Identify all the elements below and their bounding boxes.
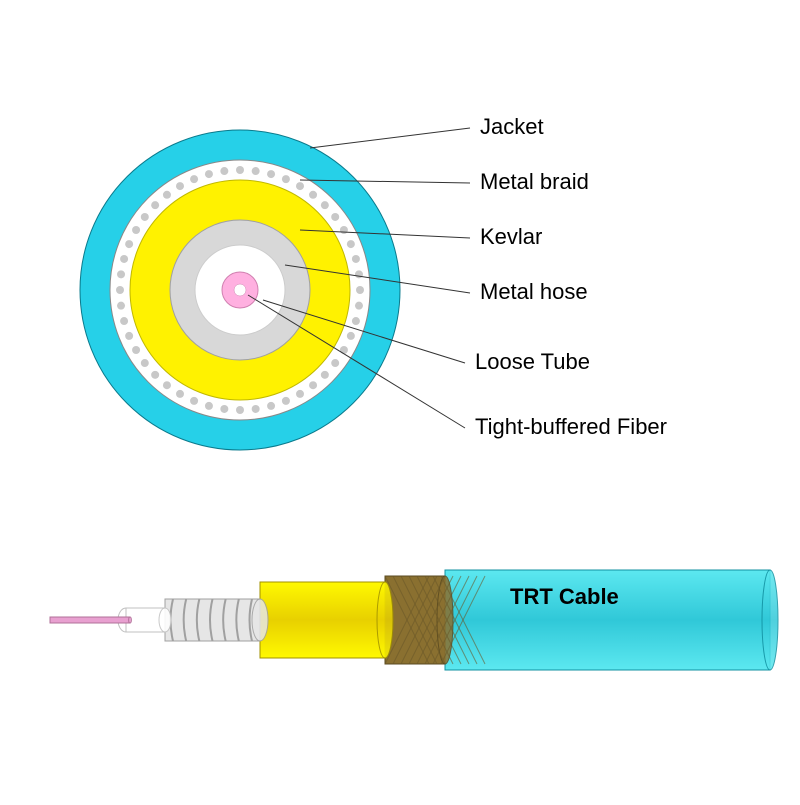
loose-tube-label: Loose Tube	[475, 349, 590, 374]
kevlar-label: Kevlar	[480, 224, 542, 249]
kevlar-side	[260, 582, 393, 658]
fiber-core	[50, 617, 132, 623]
metal-braid-label: Metal braid	[480, 169, 589, 194]
tight-buffered-fiber-label: Tight-buffered Fiber	[475, 414, 667, 439]
tight-buffered-fiber-layer	[222, 272, 258, 308]
jacket-label: Jacket	[480, 114, 544, 139]
diagram-svg: Jacket Metal braid Kevlar Metal hose Loose T…	[0, 0, 800, 800]
cable-product-label: TRT Cable	[510, 584, 619, 609]
diagram-container: Jacket Metal braid Kevlar Metal hose Loose T…	[0, 0, 800, 800]
metal-hose-side	[165, 599, 268, 641]
metal-hose-label: Metal hose	[480, 279, 588, 304]
